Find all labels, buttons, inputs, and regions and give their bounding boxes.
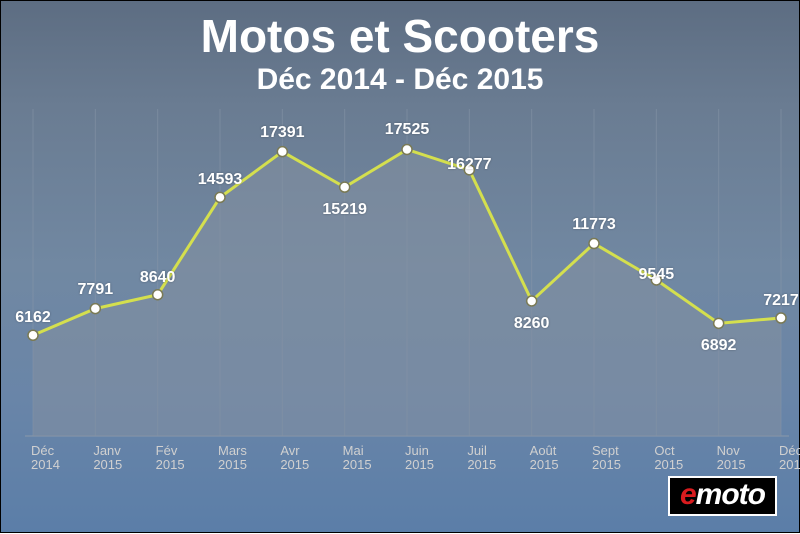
data-label: 8260 <box>514 315 550 333</box>
x-axis-label: Nov 2015 <box>717 444 746 473</box>
x-axis-label: Oct 2015 <box>654 444 683 473</box>
x-axis-label: Déc 2014 <box>31 444 60 473</box>
data-label: 7791 <box>78 281 114 299</box>
data-label: 8640 <box>140 269 176 287</box>
data-label: 17525 <box>385 121 430 139</box>
x-axis-label: Juil 2015 <box>467 444 496 473</box>
x-axis-label: Juin 2015 <box>405 444 434 473</box>
x-axis-label: Déc 2015 <box>779 444 800 473</box>
data-label: 11773 <box>572 216 616 234</box>
x-axis-label: Avr 2015 <box>280 444 309 473</box>
data-label: 6162 <box>15 309 51 327</box>
logo-suffix: moto <box>696 478 765 511</box>
x-axis-label: Sept 2015 <box>592 444 621 473</box>
data-label: 15219 <box>322 201 367 219</box>
x-axis-label: Août 2015 <box>530 444 559 473</box>
data-label: 14593 <box>198 171 243 189</box>
x-axis-label: Mai 2015 <box>343 444 372 473</box>
data-label: 16277 <box>447 156 492 174</box>
x-axis-label: Fév 2015 <box>156 444 185 473</box>
data-label: 17391 <box>260 124 305 142</box>
data-label: 7217 <box>763 292 799 310</box>
logo: emoto <box>668 476 777 516</box>
data-label: 6892 <box>701 337 737 355</box>
data-label: 9545 <box>639 266 675 284</box>
chart-container: Motos et Scooters Déc 2014 - Déc 2015 em… <box>0 0 800 533</box>
logo-prefix: e <box>680 478 696 511</box>
x-axis-label: Mars 2015 <box>218 444 247 473</box>
x-axis-label: Janv 2015 <box>93 444 122 473</box>
